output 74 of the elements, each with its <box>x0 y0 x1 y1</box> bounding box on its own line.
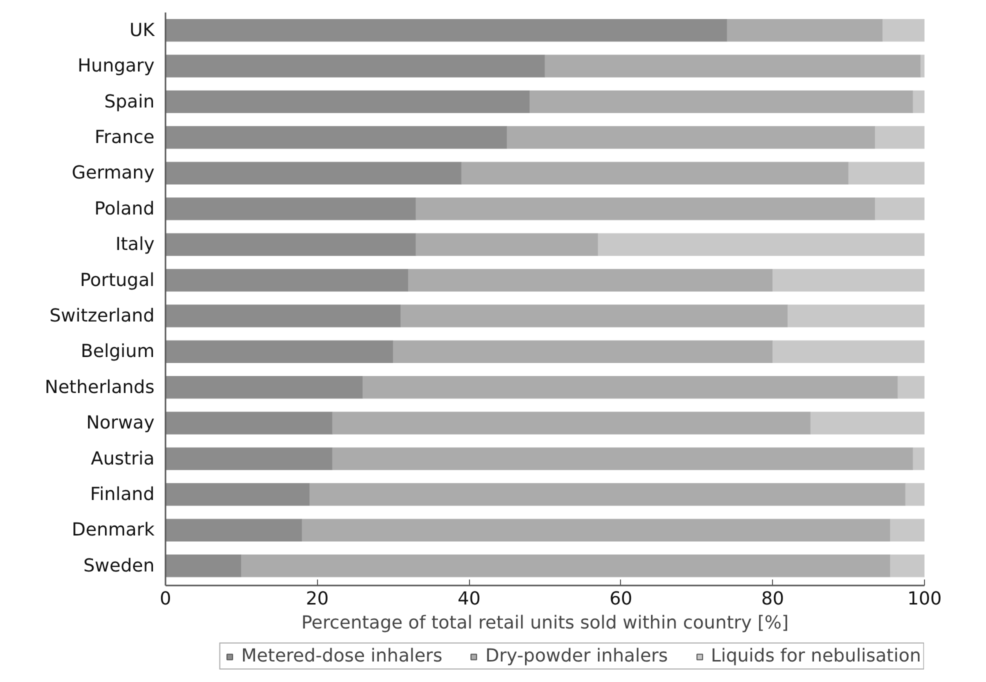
y-tick-label: Netherlands <box>44 376 155 398</box>
y-tick-label: Hungary <box>78 56 155 77</box>
bar <box>890 554 924 578</box>
bar <box>332 412 811 434</box>
y-tick-label: Switzerland <box>50 305 155 326</box>
legend-label: Liquids for nebulisation <box>710 646 921 666</box>
bar <box>166 304 402 328</box>
bar <box>726 19 884 42</box>
bar <box>898 376 924 399</box>
y-tick-label: Portugal <box>80 270 155 291</box>
bar <box>544 54 921 78</box>
y-tick-label: Spain <box>104 91 155 112</box>
bar <box>302 518 891 542</box>
bar <box>166 483 310 506</box>
y-tick-label: Poland <box>94 198 155 220</box>
bar <box>166 233 416 256</box>
bar <box>166 19 728 42</box>
x-tick-label: 60 <box>609 588 632 610</box>
x-tick-label: 100 <box>907 588 942 610</box>
bar <box>166 90 530 114</box>
bar <box>905 483 924 506</box>
y-tick-label: Austria <box>90 448 155 470</box>
y-tick-label: UK <box>130 20 156 41</box>
bar <box>408 268 773 292</box>
bar <box>912 90 924 114</box>
bar <box>166 126 508 149</box>
bar <box>166 376 364 399</box>
bar <box>461 162 849 184</box>
bar <box>309 483 906 506</box>
bar <box>362 376 898 399</box>
x-tick-label: 80 <box>761 588 784 610</box>
bar <box>416 233 598 256</box>
bar <box>788 304 924 328</box>
y-tick-label: Sweden <box>83 555 155 576</box>
x-tick-label: 0 <box>160 588 172 610</box>
bar <box>890 518 924 542</box>
bar <box>166 162 462 184</box>
x-tick-label: 20 <box>306 588 329 610</box>
bar <box>598 233 924 256</box>
y-tick-label: Germany <box>72 162 155 184</box>
bar <box>848 162 924 184</box>
bar <box>874 126 924 149</box>
bar <box>392 340 773 363</box>
y-tick-label: Denmark <box>72 520 156 541</box>
bar <box>166 447 333 470</box>
bar <box>772 340 924 363</box>
x-axis-title: Percentage of total retail units sold within country [%] <box>301 612 789 634</box>
bar <box>416 198 876 220</box>
bar <box>530 90 914 114</box>
bar <box>332 447 914 470</box>
bar <box>166 412 333 434</box>
y-tick-label: Finland <box>90 484 155 505</box>
y-tick-label: France <box>94 126 155 148</box>
legend-label: Dry-powder inhalers <box>485 646 668 666</box>
bar <box>166 554 242 578</box>
legend-label: Metered-dose inhalers <box>241 646 442 666</box>
bar <box>882 19 924 42</box>
y-tick-label: Italy <box>115 234 155 256</box>
bar <box>166 340 394 363</box>
y-tick-label: Norway <box>86 412 155 434</box>
x-tick-label: 40 <box>458 588 481 610</box>
bar <box>506 126 876 149</box>
bar <box>241 554 891 578</box>
bar <box>166 268 409 292</box>
y-tick-label: Belgium <box>80 341 155 362</box>
bar <box>166 518 302 542</box>
bar <box>912 447 924 470</box>
bar <box>166 54 546 78</box>
bar <box>874 198 924 220</box>
bar <box>400 304 788 328</box>
bar <box>810 412 924 434</box>
bar <box>920 54 924 78</box>
bar <box>166 198 416 220</box>
bar <box>772 268 924 292</box>
